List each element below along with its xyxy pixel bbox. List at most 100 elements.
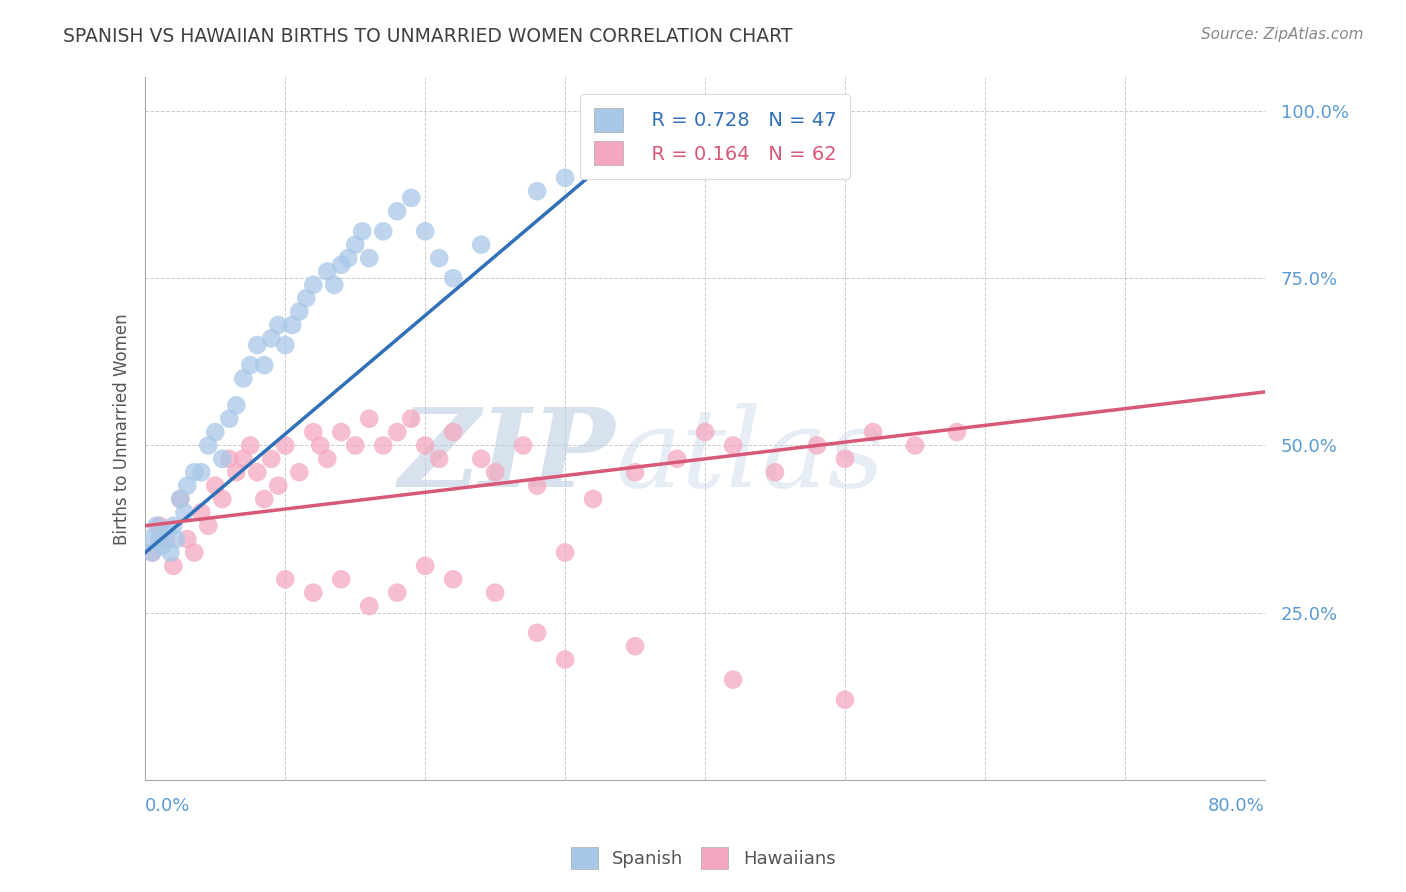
Point bbox=[387, 204, 409, 219]
Point bbox=[470, 237, 492, 252]
Point bbox=[274, 572, 297, 586]
Point bbox=[190, 465, 212, 479]
Point bbox=[183, 545, 205, 559]
Point bbox=[554, 652, 576, 666]
Point bbox=[373, 224, 395, 238]
Point bbox=[554, 170, 576, 185]
Point bbox=[359, 411, 381, 425]
Point bbox=[399, 411, 422, 425]
Point bbox=[176, 532, 198, 546]
Point bbox=[309, 438, 332, 452]
Point bbox=[427, 451, 450, 466]
Point bbox=[145, 518, 167, 533]
Point bbox=[169, 491, 191, 506]
Point bbox=[197, 438, 219, 452]
Point bbox=[204, 425, 226, 439]
Point bbox=[946, 425, 969, 439]
Point bbox=[834, 451, 856, 466]
Point bbox=[554, 545, 576, 559]
Point bbox=[288, 304, 311, 318]
Point bbox=[274, 338, 297, 352]
Point bbox=[239, 358, 262, 372]
Point bbox=[246, 338, 269, 352]
Point bbox=[624, 465, 647, 479]
Point bbox=[302, 585, 325, 599]
Point bbox=[176, 478, 198, 492]
Point bbox=[165, 532, 187, 546]
Point bbox=[721, 673, 744, 687]
Point bbox=[260, 331, 283, 345]
Y-axis label: Births to Unmarried Women: Births to Unmarried Women bbox=[114, 313, 131, 544]
Text: Source: ZipAtlas.com: Source: ZipAtlas.com bbox=[1201, 27, 1364, 42]
Point bbox=[155, 532, 177, 546]
Point bbox=[512, 438, 534, 452]
Point bbox=[141, 545, 163, 559]
Point bbox=[148, 518, 170, 533]
Point bbox=[316, 451, 339, 466]
Point bbox=[806, 438, 828, 452]
Point bbox=[218, 411, 240, 425]
Point bbox=[484, 585, 506, 599]
Point bbox=[225, 398, 247, 412]
Point bbox=[204, 478, 226, 492]
Point bbox=[330, 572, 353, 586]
Point bbox=[373, 438, 395, 452]
Point bbox=[693, 425, 716, 439]
Text: SPANISH VS HAWAIIAN BIRTHS TO UNMARRIED WOMEN CORRELATION CHART: SPANISH VS HAWAIIAN BIRTHS TO UNMARRIED … bbox=[63, 27, 793, 45]
Point bbox=[337, 251, 360, 265]
Point bbox=[211, 491, 233, 506]
Point bbox=[526, 625, 548, 640]
Point bbox=[862, 425, 884, 439]
Point bbox=[387, 425, 409, 439]
Point bbox=[330, 425, 353, 439]
Point bbox=[162, 518, 184, 533]
Point bbox=[173, 505, 195, 519]
Point bbox=[183, 465, 205, 479]
Point bbox=[330, 258, 353, 272]
Point bbox=[232, 451, 254, 466]
Point bbox=[267, 318, 290, 332]
Point bbox=[427, 251, 450, 265]
Point bbox=[413, 558, 436, 573]
Point bbox=[239, 438, 262, 452]
Point bbox=[323, 277, 346, 292]
Text: 80.0%: 80.0% bbox=[1208, 797, 1265, 814]
Point bbox=[253, 358, 276, 372]
Point bbox=[763, 465, 786, 479]
Point bbox=[159, 545, 181, 559]
Point bbox=[246, 465, 269, 479]
Point bbox=[441, 572, 464, 586]
Point bbox=[141, 545, 163, 559]
Point bbox=[413, 438, 436, 452]
Point bbox=[441, 271, 464, 285]
Point bbox=[904, 438, 927, 452]
Point bbox=[441, 425, 464, 439]
Point bbox=[190, 505, 212, 519]
Point bbox=[316, 264, 339, 278]
Point bbox=[225, 465, 247, 479]
Text: ZIP: ZIP bbox=[399, 403, 616, 510]
Point bbox=[274, 438, 297, 452]
Point bbox=[344, 237, 367, 252]
Point bbox=[352, 224, 374, 238]
Point bbox=[162, 558, 184, 573]
Point bbox=[150, 539, 173, 553]
Point bbox=[253, 491, 276, 506]
Point bbox=[387, 585, 409, 599]
Point bbox=[267, 478, 290, 492]
Point bbox=[359, 599, 381, 613]
Point bbox=[138, 532, 160, 546]
Point bbox=[197, 518, 219, 533]
Point bbox=[721, 438, 744, 452]
Point bbox=[155, 525, 177, 540]
Point bbox=[344, 438, 367, 452]
Point bbox=[260, 451, 283, 466]
Point bbox=[399, 191, 422, 205]
Point bbox=[582, 491, 605, 506]
Point bbox=[169, 491, 191, 506]
Point bbox=[470, 451, 492, 466]
Legend: Spanish, Hawaiians: Spanish, Hawaiians bbox=[564, 839, 842, 876]
Point bbox=[148, 532, 170, 546]
Point bbox=[666, 451, 689, 466]
Point bbox=[211, 451, 233, 466]
